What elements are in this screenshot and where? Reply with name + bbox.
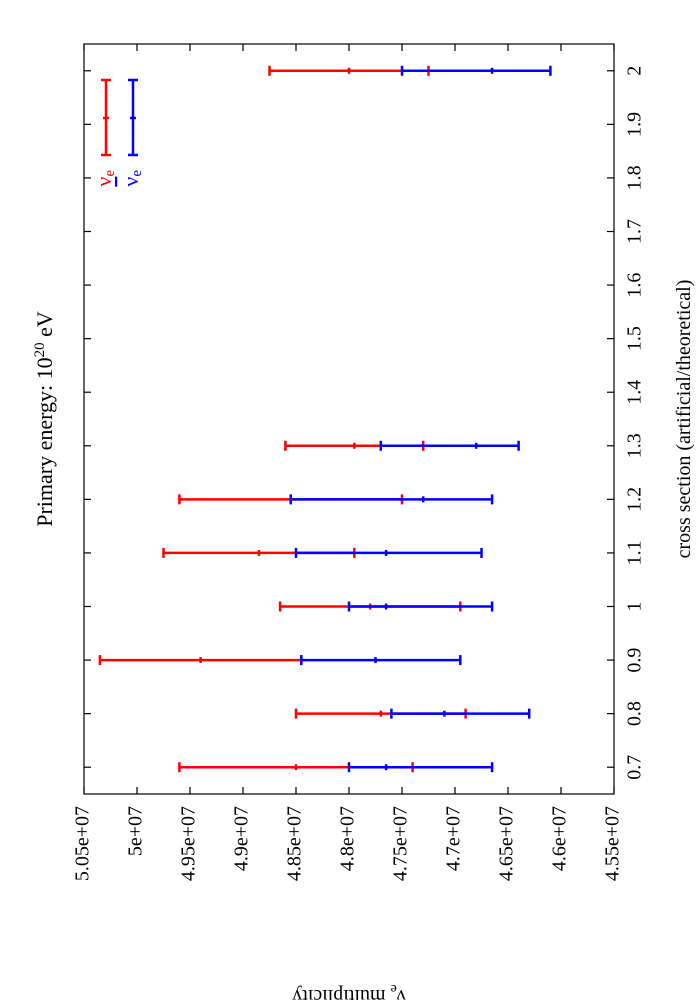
x-tick-label: 1.8 xyxy=(624,165,646,190)
x-tick-label: 1.1 xyxy=(624,540,646,565)
error-bar xyxy=(98,655,303,666)
chart-title-prefix: Primary energy: 10 xyxy=(32,357,57,526)
error-bar xyxy=(294,547,483,558)
y-tick-label: 4.9e+07 xyxy=(231,806,253,871)
chart-title-exp: 20 xyxy=(32,342,48,357)
error-bar xyxy=(390,708,531,719)
error-bars xyxy=(98,65,552,773)
y-tick-label: 4.8e+07 xyxy=(337,806,359,871)
y-axis-label-main: ν xyxy=(397,985,406,1000)
y-tick-label: 4.55e+07 xyxy=(602,806,624,881)
x-tick-label: 1.4 xyxy=(624,380,646,405)
legend-label-sub: e xyxy=(129,170,145,177)
legend-label-sub: e xyxy=(102,170,118,177)
y-axis-label: νe multiplicity xyxy=(292,981,406,1000)
x-tick-label: 1.5 xyxy=(624,326,646,351)
legend-label-main: ν xyxy=(118,177,143,187)
x-tick-label: 1.9 xyxy=(624,112,646,137)
legend-item: νe xyxy=(118,78,145,187)
x-tick-label: 1.2 xyxy=(624,487,646,512)
x-tick-label: 0.9 xyxy=(624,648,646,673)
chart-title-suffix: eV xyxy=(32,311,57,342)
error-bar xyxy=(289,494,494,505)
y-tick-label: 4.95e+07 xyxy=(178,806,200,881)
error-bar xyxy=(300,655,462,666)
x-tick-label: 1.6 xyxy=(624,273,646,298)
x-tick-label: 0.7 xyxy=(624,755,646,780)
x-tick-labels: 0.7 0.8 0.9 1 1.1 1.2 1.3 1.4 1.5 1.6 1.7 1.8 1.9 2 xyxy=(624,66,646,780)
y-tick-label: 4.7e+07 xyxy=(443,806,465,871)
y-tick-label: 5.05e+07 xyxy=(72,806,94,881)
x-tick-label: 1 xyxy=(624,602,646,612)
y-tick-label: 5e+07 xyxy=(125,806,147,856)
y-tick-label: 4.85e+07 xyxy=(284,806,306,881)
legend-item: νe xyxy=(91,78,118,187)
error-bar xyxy=(379,440,520,451)
x-tick-label: 2 xyxy=(624,66,646,76)
y-tick-label: 4.75e+07 xyxy=(390,806,412,881)
x-axis-label: cross section (artificial/theoretical) xyxy=(673,280,695,559)
chart-title: Primary energy: 1020 eV xyxy=(32,311,57,527)
y-tick-label: 4.6e+07 xyxy=(549,806,571,871)
x-tick-label: 0.8 xyxy=(624,701,646,726)
x-tick-label: 1.3 xyxy=(624,433,646,458)
y-axis-label-sub: e xyxy=(391,981,397,996)
y-tick-label: 4.65e+07 xyxy=(496,806,518,881)
y-axis-label-rest: multiplicity xyxy=(292,985,390,1000)
error-bar xyxy=(347,762,494,773)
legend-label-main: ν xyxy=(91,177,116,187)
plot-frame xyxy=(83,43,615,795)
error-bar xyxy=(347,601,494,612)
x-tick-label: 1.7 xyxy=(624,219,646,244)
tick-marks xyxy=(83,44,615,794)
y-tick-labels: 5.05e+07 5e+07 4.95e+07 4.9e+07 4.85e+07 4.8e… xyxy=(72,806,624,881)
error-bar xyxy=(400,65,552,76)
legend-label: νe xyxy=(118,170,145,187)
legend-label: νe xyxy=(91,170,118,187)
